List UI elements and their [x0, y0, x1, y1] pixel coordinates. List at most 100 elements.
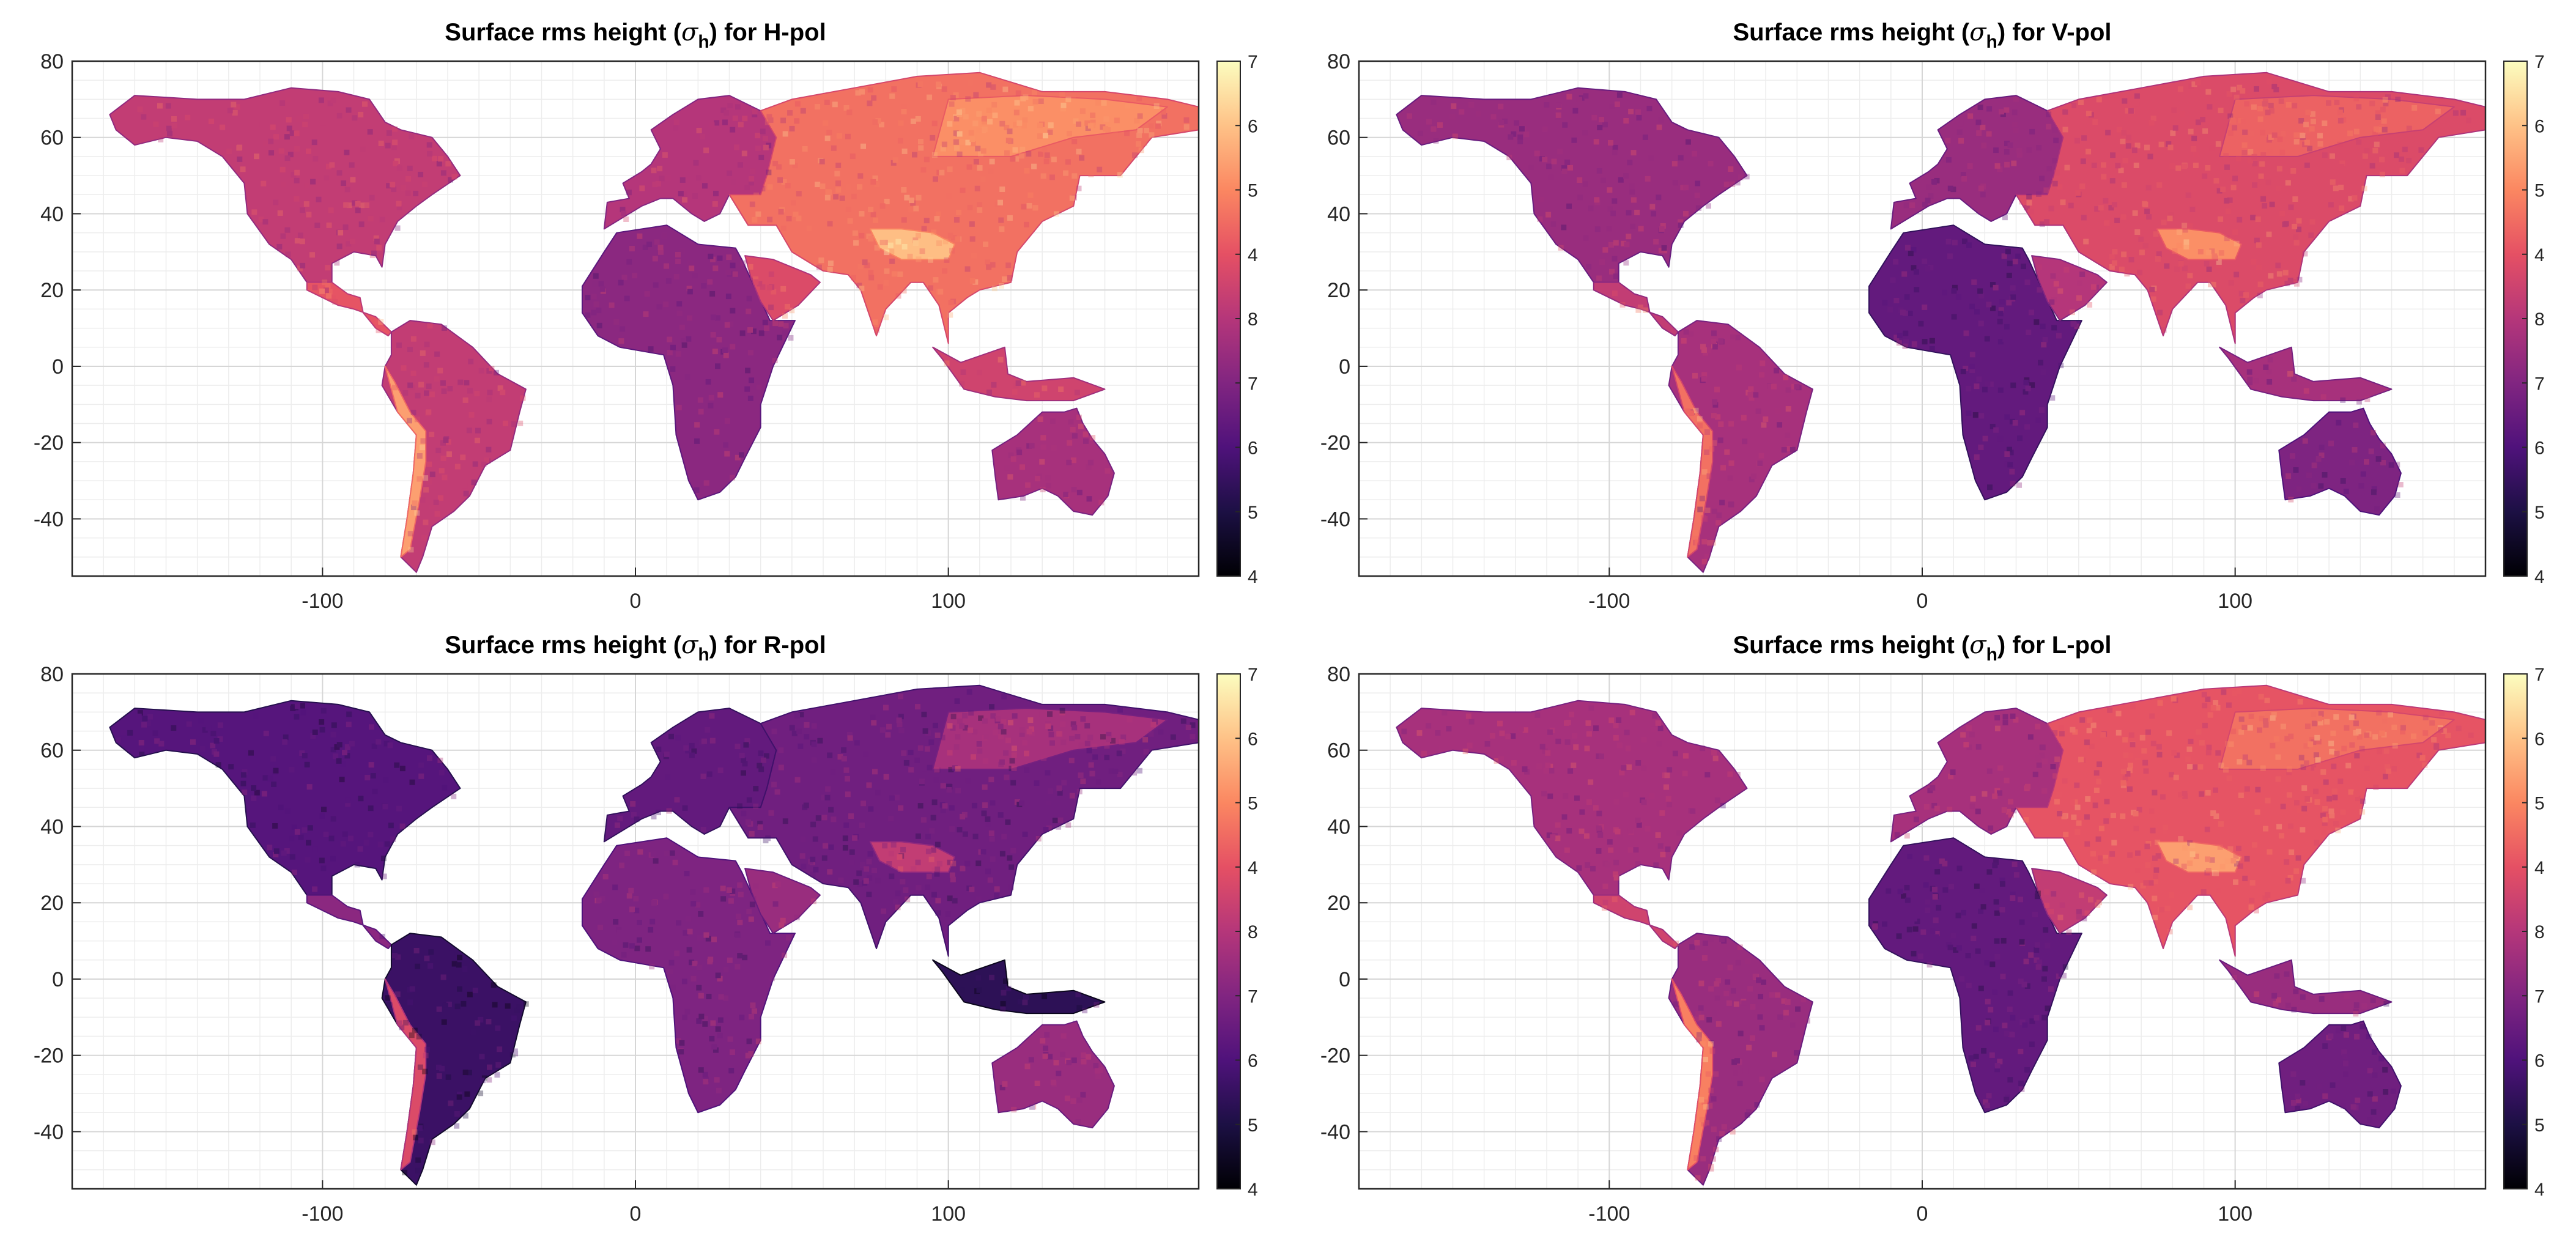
texture-cell: [2289, 849, 2295, 856]
texture-cell: [686, 947, 692, 953]
region-australia: [2278, 1020, 2402, 1129]
texture-cell: [1612, 256, 1618, 262]
texture-cell: [900, 846, 906, 852]
texture-cell: [1180, 718, 1186, 724]
texture-cell: [2160, 794, 2166, 800]
texture-cell: [2019, 940, 2026, 946]
texture-cell: [2304, 162, 2310, 168]
y-tick-label: 80: [1327, 50, 1350, 73]
texture-cell: [242, 790, 248, 796]
texture-cell: [350, 239, 356, 245]
texture-cell: [2223, 153, 2229, 159]
texture-cell: [2168, 212, 2174, 218]
texture-cell: [2209, 857, 2215, 863]
texture-cell: [776, 164, 782, 170]
texture-cell: [1962, 239, 1968, 245]
texture-cell: [931, 799, 938, 805]
texture-cell: [668, 960, 675, 966]
texture-cell: [1708, 161, 1714, 167]
texture-cell: [1608, 242, 1614, 248]
texture-cell: [872, 119, 878, 125]
texture-cell: [591, 309, 597, 316]
texture-cell: [1655, 832, 1661, 838]
texture-cell: [1716, 512, 1722, 519]
texture-cell: [1567, 165, 1573, 171]
texture-cell: [753, 804, 759, 810]
texture-cell: [2325, 100, 2331, 106]
texture-cell: [1931, 179, 1937, 185]
texture-cell: [626, 893, 632, 899]
texture-cell: [2006, 446, 2012, 453]
texture-cell: [929, 828, 935, 834]
texture-cell: [472, 988, 478, 994]
texture-cell: [2242, 754, 2248, 760]
texture-cell: [946, 787, 952, 793]
texture-cell: [1092, 754, 1098, 760]
texture-cell: [2133, 162, 2139, 168]
texture-cell: [1965, 953, 1971, 959]
texture-cell: [1556, 102, 1562, 108]
texture-cell: [1754, 1102, 1760, 1108]
texture-cell: [1094, 1068, 1100, 1074]
texture-cell: [992, 113, 998, 119]
texture-cell: [947, 895, 953, 901]
texture-cell: [261, 180, 267, 187]
texture-cell: [284, 848, 290, 854]
texture-cell: [756, 384, 762, 390]
texture-cell: [2253, 378, 2259, 384]
texture-cell: [2128, 257, 2134, 263]
texture-cell: [2019, 199, 2025, 205]
texture-cell: [845, 206, 851, 212]
texture-cell: [913, 205, 919, 212]
texture-cell: [948, 766, 954, 772]
texture-cell: [845, 133, 851, 139]
texture-cell: [764, 325, 770, 331]
texture-cell: [1138, 147, 1144, 153]
texture-cell: [1699, 495, 1705, 501]
texture-cell: [420, 350, 426, 356]
texture-cell: [706, 771, 712, 777]
texture-cell: [1750, 1004, 1756, 1010]
texture-cell: [2234, 272, 2240, 278]
texture-cell: [1700, 1156, 1706, 1162]
texture-cell: [416, 453, 423, 459]
texture-cell: [1947, 185, 1953, 191]
texture-cell: [701, 738, 707, 744]
texture-cell: [1735, 960, 1741, 966]
texture-cell: [2012, 259, 2018, 265]
texture-cell: [999, 186, 1005, 192]
texture-cell: [953, 139, 959, 145]
texture-cell: [1619, 769, 1625, 775]
texture-cell: [692, 273, 698, 279]
texture-cell: [1992, 862, 1998, 868]
texture-cell: [1565, 719, 1571, 725]
texture-cell: [2356, 104, 2362, 110]
texture-cell: [1001, 1000, 1007, 1006]
texture-cell: [293, 705, 299, 711]
texture-cell: [2237, 216, 2243, 223]
texture-cell: [732, 115, 738, 121]
texture-cell: [930, 847, 936, 853]
texture-cell: [420, 438, 426, 444]
texture-cell: [666, 808, 672, 814]
texture-cell: [1573, 744, 1579, 750]
texture-cell: [474, 391, 480, 397]
texture-cell: [686, 286, 692, 292]
texture-cell: [956, 109, 962, 115]
texture-cell: [385, 995, 391, 1001]
texture-cell: [2036, 145, 2042, 151]
texture-cell: [1086, 747, 1092, 753]
texture-cell: [1623, 260, 1629, 266]
texture-cell: [646, 242, 653, 248]
texture-cell: [399, 823, 405, 829]
texture-cell: [2059, 972, 2065, 978]
texture-cell: [908, 207, 914, 213]
texture-cell: [1662, 772, 1668, 778]
texture-cell: [2382, 127, 2388, 133]
texture-cell: [319, 857, 325, 864]
texture-cell: [867, 851, 873, 857]
texture-cell: [2080, 757, 2086, 763]
texture-cell: [2258, 693, 2264, 700]
texture-cell: [137, 106, 143, 113]
texture-cell: [852, 230, 858, 236]
